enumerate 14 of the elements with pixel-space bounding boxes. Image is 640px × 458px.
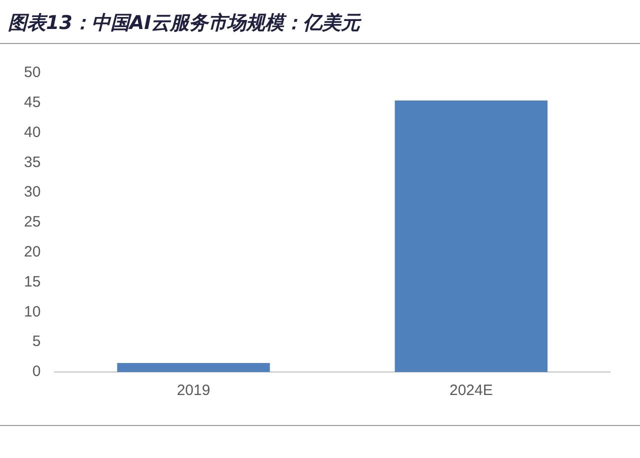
y-tick-label: 15	[24, 273, 41, 290]
y-tick-label: 25	[24, 214, 41, 231]
x-tick-label: 2019	[176, 382, 210, 400]
y-tick-label: 5	[32, 333, 41, 350]
y-tick-label: 50	[24, 64, 41, 82]
x-tick-label: 2024E	[449, 382, 493, 400]
y-tick-label: 45	[24, 94, 41, 112]
y-tick-label: 30	[24, 184, 41, 201]
y-tick-label: 20	[24, 244, 41, 261]
y-tick-label: 0	[32, 363, 41, 380]
y-tick-label: 35	[24, 154, 41, 171]
y-tick-label: 10	[24, 303, 41, 320]
y-tick-label: 40	[24, 124, 41, 141]
chart-title: 图表13：中国AI云服务市场规模：亿美元	[8, 11, 360, 36]
